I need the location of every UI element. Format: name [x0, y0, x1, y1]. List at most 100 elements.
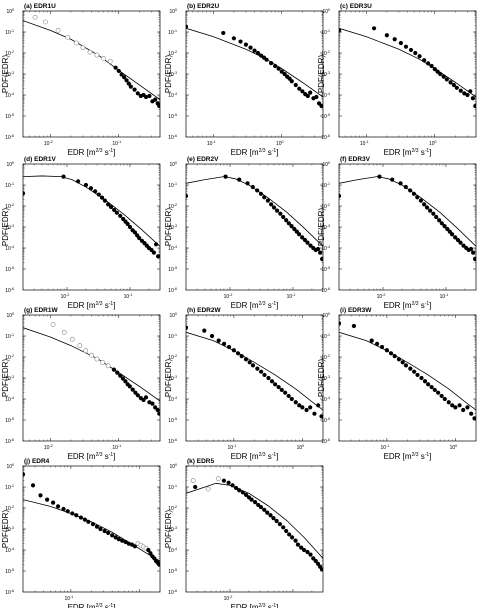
open-data-point [50, 322, 56, 327]
filled-data-point [258, 505, 264, 510]
filled-data-point [202, 328, 207, 333]
y-tick-label: 10-4 [321, 92, 330, 99]
y-tick-label: 10-6 [168, 287, 177, 294]
filled-data-point [319, 256, 323, 262]
open-data-point [32, 14, 38, 20]
filled-data-point [304, 407, 309, 413]
y-tick-label: 100 [6, 161, 14, 168]
filled-data-point [38, 493, 43, 498]
panel-title: (c) EDR3U [340, 3, 372, 10]
filled-data-point [230, 483, 235, 488]
filled-data-point [426, 382, 431, 387]
open-data-point [107, 58, 113, 64]
filled-data-point [293, 538, 298, 543]
filled-data-point [297, 86, 302, 91]
open-data-point [94, 52, 100, 58]
filled-data-point [259, 369, 264, 374]
filled-data-point [110, 533, 115, 538]
filled-data-point [286, 393, 291, 399]
model-curve [186, 27, 323, 98]
filled-data-point [133, 390, 138, 395]
filled-data-point [384, 348, 389, 353]
filled-data-point [93, 189, 98, 194]
plot-frame [338, 10, 477, 138]
filled-data-point [392, 354, 397, 359]
y-axis-label: PDF(EDR) [317, 208, 326, 247]
filled-data-point [247, 360, 252, 365]
filled-data-point [157, 103, 160, 109]
filled-data-point [137, 235, 142, 241]
filled-data-point [339, 321, 342, 326]
y-tick-label: 100 [169, 312, 177, 319]
y-tick-label: 10-6 [321, 134, 330, 141]
filled-data-point [281, 214, 286, 220]
open-data-point [94, 356, 100, 362]
filled-data-point [265, 510, 270, 515]
model-curve [23, 327, 160, 402]
filled-data-point [408, 47, 414, 53]
open-data-point [89, 352, 94, 358]
y-tick-label: 100 [322, 161, 330, 168]
panel-title: (g) EDR1W [24, 307, 58, 314]
open-data-point [73, 40, 79, 46]
filled-data-point [293, 82, 298, 88]
filled-data-point [262, 372, 267, 378]
y-tick-label: 10-1 [321, 333, 330, 340]
y-axis-label: PDF(EDR) [1, 359, 10, 398]
open-data-point [43, 19, 48, 25]
y-tick-label: 10-4 [5, 396, 14, 403]
filled-data-point [271, 516, 276, 521]
filled-data-point [156, 254, 160, 259]
y-tick-label: 10-5 [5, 113, 14, 120]
y-tick-label: 10-1 [168, 29, 177, 36]
x-tick-label: 10-2 [44, 444, 53, 451]
filled-data-point [276, 384, 281, 390]
filled-data-point [371, 26, 377, 31]
filled-data-point [417, 54, 422, 59]
filled-data-point [226, 480, 231, 485]
filled-data-point [113, 65, 118, 70]
filled-data-point [471, 250, 476, 255]
filled-data-point [120, 538, 125, 543]
y-tick-label: 10-4 [5, 547, 14, 554]
plot-frame [22, 10, 161, 138]
filled-data-point [113, 535, 118, 540]
y-tick-label: 10-5 [168, 417, 177, 424]
filled-data-point [209, 333, 215, 339]
y-tick-label: 10-2 [168, 203, 177, 210]
x-axis-label: EDR [m2/3 s-1] [68, 603, 116, 608]
filled-data-point [135, 393, 140, 398]
filled-data-point [319, 414, 323, 419]
filled-data-point [106, 202, 111, 207]
filled-data-point [50, 500, 56, 505]
filled-data-point [316, 403, 321, 408]
filled-data-point [125, 221, 130, 227]
filled-data-point [313, 558, 318, 564]
filled-data-point [465, 92, 470, 98]
panel-title: (f) EDR3V [340, 156, 371, 163]
plot-frame [185, 10, 324, 138]
filled-data-point [444, 77, 449, 82]
filled-data-point [118, 213, 123, 218]
filled-data-point [112, 207, 117, 213]
y-tick-label: 10-2 [321, 50, 330, 57]
y-tick-label: 10-6 [321, 438, 330, 445]
open-data-point [69, 336, 75, 342]
open-data-point [105, 363, 111, 369]
filled-data-point [300, 235, 305, 240]
x-tick-label: 10-2 [377, 293, 386, 300]
panel-2: (c) EDR3U 100 10-1 10-2 10-3 10-4 10-5 10-6 10-1… [317, 3, 477, 157]
y-tick-label: 10-3 [168, 526, 177, 533]
x-tick-label: 10-2 [61, 293, 70, 300]
filled-data-point [157, 562, 160, 567]
filled-data-point [468, 89, 473, 94]
y-tick-label: 10-3 [5, 526, 14, 533]
filled-data-point [250, 363, 256, 368]
filled-data-point [265, 198, 271, 203]
filled-data-point [255, 188, 260, 193]
panel-7: (h) EDR2W 100 10-1 10-2 10-3 10-4 10-5 10-6 10-1… [164, 307, 324, 461]
x-tick-label: 10-1 [112, 140, 121, 147]
filled-data-point [186, 325, 189, 330]
filled-data-point [432, 387, 437, 393]
filled-data-point [468, 246, 474, 252]
